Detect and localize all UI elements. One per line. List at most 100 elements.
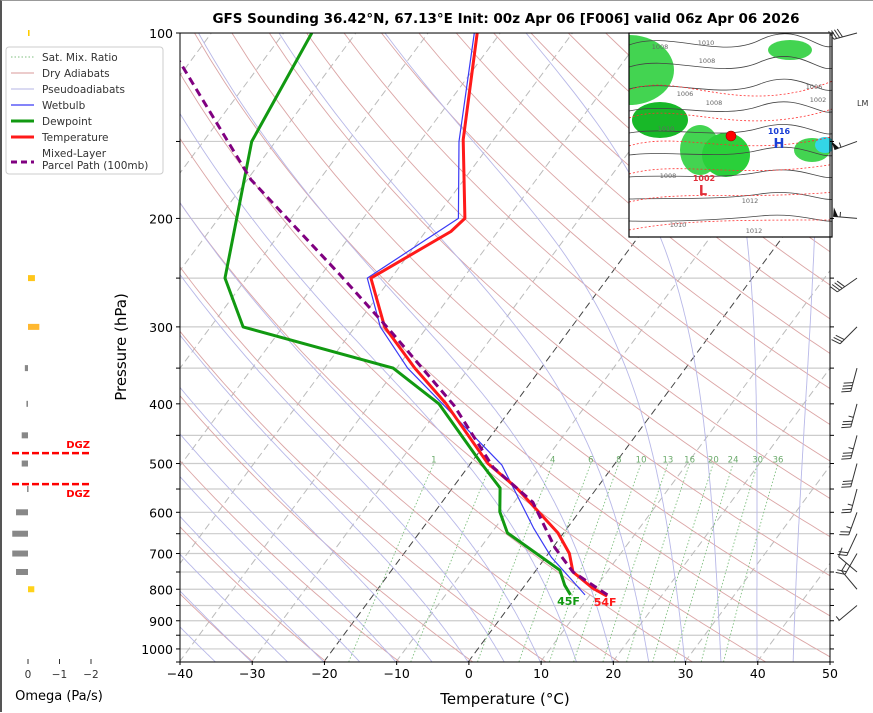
legend-label: Dewpoint (42, 116, 92, 128)
dry-adiabat (194, 33, 830, 617)
surface-dewpoint-label: 45F (557, 595, 580, 608)
pseudoadiabat (688, 33, 758, 662)
side-label: LM (857, 99, 868, 108)
mixing-ratio-line (673, 463, 734, 662)
barb-half (838, 142, 842, 148)
isotherm (180, 33, 429, 370)
pseudoadiabat (278, 33, 650, 662)
pseudoadiabat (180, 334, 469, 662)
pressure-contour (629, 33, 832, 48)
pseudoadiabat (525, 33, 722, 662)
wind-barb (841, 463, 858, 488)
wind-barb (841, 488, 858, 514)
wind-barb (833, 207, 858, 219)
contour-label: 1010 (658, 125, 675, 133)
isotherm (180, 33, 285, 174)
y-tick-label: 100 (149, 26, 173, 41)
wind-barb (841, 403, 858, 429)
omega-bar (12, 550, 28, 557)
barb-staff (833, 32, 858, 40)
mixing-ratio-label: 16 (684, 456, 695, 466)
contour-label: 1006 (677, 90, 694, 98)
y-tick-label: 900 (149, 614, 173, 629)
omega-tick-label: −1 (52, 669, 67, 681)
barb-full (835, 571, 846, 575)
dry-adiabat (493, 33, 830, 320)
axes: −40 −30 −20 −10 0 10 20 30 40 50 100 200 300 400 500 60… (141, 26, 838, 681)
legend-label: Mixed-Layer (42, 148, 107, 160)
wind-barb (831, 140, 858, 151)
surface-temperature-label: 54F (594, 596, 617, 609)
map-inset: 1008 1010 1008 1006 1008 1010 1012 1006 1002 1008… (628, 32, 833, 238)
dry-adiabat (231, 33, 830, 577)
wind-barb (841, 562, 858, 590)
contour-label: 1008 (660, 172, 677, 180)
contour-label: 1006 (806, 83, 823, 91)
barb-staff (844, 553, 858, 575)
dry-adiabat (180, 72, 830, 658)
dewpoint-line (223, 33, 572, 596)
height-contour (629, 219, 832, 231)
pseudoadiabat (180, 515, 325, 662)
barb-staff (839, 326, 858, 345)
mixing-ratio-line (518, 463, 592, 662)
dgz-label: DGZ (66, 489, 90, 500)
plot-series: 1 4 6 8 10 13 16 20 24 30 36 45F 54F (180, 33, 783, 609)
precip-area (768, 40, 812, 60)
legend-label: Pseudoadiabats (42, 84, 125, 96)
barb-full (828, 31, 835, 40)
mixing-ratio-label: 24 (728, 456, 739, 466)
wind-barb (841, 435, 858, 460)
pseudoadiabat (180, 273, 505, 662)
barb-full (831, 339, 841, 345)
barb-full (841, 426, 851, 429)
barb-full (843, 382, 854, 384)
mixing-ratio-label: 4 (550, 456, 555, 466)
dgz-label: DGZ (66, 440, 90, 451)
x-tick-label: 20 (605, 666, 621, 681)
precip-area (815, 137, 832, 153)
y-tick-label: 500 (149, 457, 173, 472)
wind-barb (841, 367, 858, 393)
barb-staff (850, 435, 858, 459)
omega-bar (12, 530, 28, 537)
mixing-ratio-label: 13 (662, 456, 673, 466)
omega-bar (28, 275, 35, 282)
mixing-ratio-label: 6 (588, 456, 593, 466)
barb-full (838, 547, 843, 557)
x-tick-label: −20 (311, 666, 337, 681)
omega-bar (16, 509, 28, 516)
mixing-ratio-line (626, 463, 691, 662)
barb-staff (850, 488, 858, 513)
pressure-contour (629, 56, 832, 69)
y-tick-label: 200 (149, 211, 173, 226)
wind-barb (839, 512, 858, 536)
isotherm (539, 269, 830, 662)
wind-barbs (828, 28, 858, 622)
x-tick-label: 40 (750, 666, 766, 681)
barb-full (842, 480, 853, 482)
height-contour (629, 191, 832, 203)
x-tick-label: 0 (465, 666, 473, 681)
barb-full (841, 511, 851, 514)
dry-adiabat (381, 33, 830, 425)
wind-barb (835, 605, 858, 622)
barb-full (841, 390, 851, 393)
barb-full (833, 29, 841, 38)
omega-tick-label: −2 (83, 669, 98, 681)
mixing-ratio-label: 8 (616, 456, 621, 466)
omega-bar (24, 365, 28, 372)
mixing-ratio-label: 30 (752, 456, 763, 466)
wind-barb (831, 326, 858, 345)
barb-full (829, 285, 838, 293)
y-tick-label: 1000 (141, 642, 173, 657)
contour-label: 1010 (698, 39, 715, 47)
dry-adiabat (867, 33, 873, 662)
omega-bar (26, 400, 28, 407)
x-tick-label: 50 (822, 666, 838, 681)
plot-frame (179, 32, 831, 663)
barb-full (842, 455, 852, 457)
barb-full (831, 284, 841, 291)
barb-staff (841, 570, 858, 590)
